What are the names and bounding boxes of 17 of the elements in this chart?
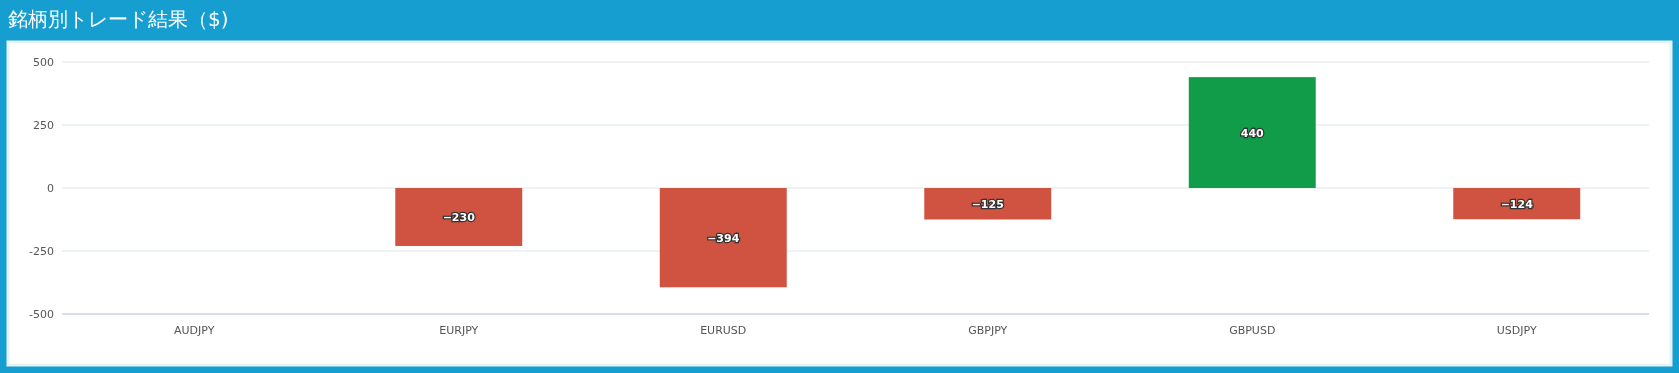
data-label: −394 [707, 231, 740, 245]
data-label: 440 [1240, 126, 1265, 140]
y-tick-label: 250 [33, 119, 54, 132]
x-tick-label: GBPJPY [968, 324, 1008, 337]
x-tick-label: EURJPY [439, 324, 479, 337]
x-tick-label: USDJPY [1496, 324, 1537, 337]
y-tick-label: 500 [33, 56, 54, 69]
x-tick-label: GBPUSD [1229, 324, 1276, 337]
x-tick-label: EURUSD [700, 324, 747, 337]
chart-title: 銘柄別トレード結果（$) [8, 7, 229, 31]
y-tick-label: -250 [29, 245, 54, 258]
data-label: −125 [971, 197, 1004, 211]
y-tick-label: 0 [47, 182, 54, 195]
x-tick-label: AUDJPY [174, 324, 215, 337]
y-tick-label: -500 [29, 308, 54, 321]
data-label: −124 [1500, 197, 1534, 211]
data-label: −230 [442, 210, 476, 224]
